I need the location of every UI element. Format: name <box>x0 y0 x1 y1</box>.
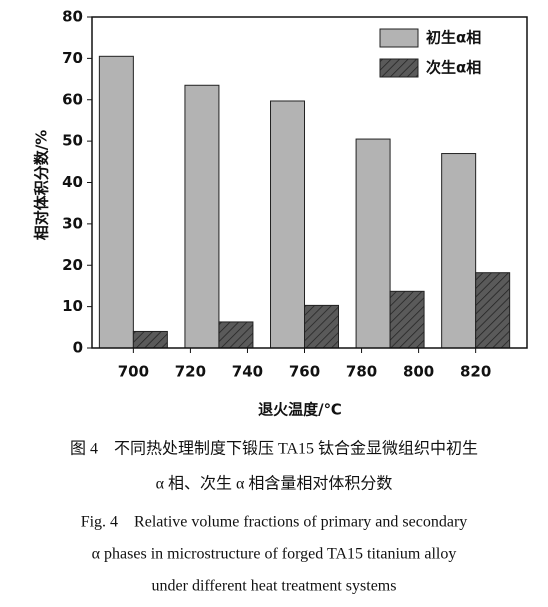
x-tick-label: 720 <box>175 363 206 381</box>
legend-label: 初生α相 <box>426 29 481 47</box>
bar <box>475 272 511 349</box>
x-axis-label: 退火温度/℃ <box>258 401 342 419</box>
x-tick-label: 700 <box>118 363 149 381</box>
bar <box>98 55 134 349</box>
bar <box>441 153 477 349</box>
y-tick-label: 0 <box>73 339 83 357</box>
y-axis-label: 相对体积分数/% <box>33 130 51 241</box>
y-tick-label: 50 <box>62 132 83 150</box>
y-tick-label: 20 <box>62 256 83 274</box>
y-tick-label: 40 <box>62 173 83 191</box>
bar <box>355 138 391 349</box>
y-tick-label: 80 <box>62 8 83 26</box>
x-tick-label: 800 <box>403 363 434 381</box>
x-tick-label: 740 <box>232 363 263 381</box>
bar <box>132 330 168 349</box>
caption-line: α 相、次生 α 相含量相对体积分数 <box>156 475 393 493</box>
caption-line: under different heat treatment systems <box>152 578 397 595</box>
bar <box>184 84 220 349</box>
bar <box>218 321 254 349</box>
y-tick-label: 60 <box>62 90 83 108</box>
legend-swatch <box>379 58 419 78</box>
bar <box>389 290 425 349</box>
y-tick-label: 30 <box>62 214 83 232</box>
x-tick-label: 780 <box>346 363 377 381</box>
caption-line: 图 4 不同热处理制度下锻压 TA15 钛合金显微组织中初生 <box>70 440 478 458</box>
caption-line: Fig. 4 Relative volume fractions of prim… <box>81 514 468 531</box>
x-tick-label: 820 <box>460 363 491 381</box>
legend-swatch <box>379 28 419 48</box>
plot-frame <box>91 16 528 349</box>
legend-label: 次生α相 <box>426 59 481 77</box>
y-tick-label: 10 <box>62 297 83 315</box>
bar <box>270 100 306 349</box>
caption-line: α phases in microstructure of forged TA1… <box>92 546 457 563</box>
x-tick-label: 760 <box>289 363 320 381</box>
bar <box>304 304 340 349</box>
y-tick-label: 70 <box>62 49 83 67</box>
